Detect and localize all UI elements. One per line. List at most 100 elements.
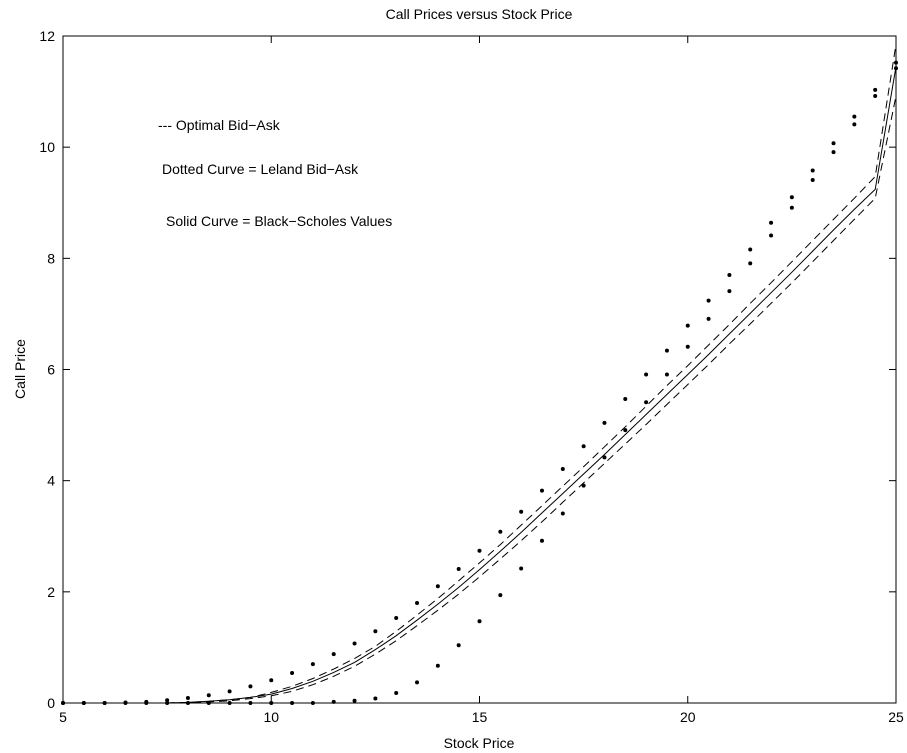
dot-point [873, 87, 878, 92]
dot-point [873, 94, 878, 99]
y-axis-label: Call Price [12, 339, 28, 399]
y-tick-label: 0 [47, 695, 55, 711]
dot-point [269, 701, 274, 705]
dot-point [415, 600, 420, 605]
dot-point [602, 420, 607, 425]
dot-point [227, 689, 232, 694]
series-dotted-4 [61, 66, 898, 705]
dot-point [623, 396, 628, 401]
dot-point [477, 619, 482, 624]
dot-point [435, 663, 440, 668]
annotations: --- Optimal Bid−Ask Dotted Curve = Lelan… [158, 117, 392, 229]
dot-point [852, 114, 857, 119]
dot-point [644, 372, 649, 377]
dot-point [394, 690, 399, 695]
dot-point [560, 511, 565, 516]
x-tick-label: 25 [888, 709, 904, 725]
dot-point [498, 529, 503, 534]
dot-point [727, 273, 732, 278]
dot-point [123, 701, 128, 705]
dot-point [102, 701, 107, 705]
dot-point [456, 567, 461, 572]
dot-point [331, 652, 336, 657]
x-tick-label: 5 [59, 709, 67, 725]
dot-point [352, 698, 357, 703]
dot-point [144, 701, 149, 705]
dot-point [748, 261, 753, 266]
dot-point [685, 344, 690, 349]
annotation-black-scholes: Solid Curve = Black−Scholes Values [166, 213, 392, 229]
annotation-leland-bid-ask: Dotted Curve = Leland Bid−Ask [162, 161, 359, 177]
dot-point [165, 701, 170, 705]
dot-point [373, 629, 378, 634]
dot-point [831, 150, 836, 155]
plot-frame [62, 35, 897, 704]
y-tick-label: 12 [39, 28, 55, 44]
dot-point [852, 122, 857, 127]
dot-point [789, 205, 794, 210]
dot-point [227, 701, 232, 705]
dot-point [706, 316, 711, 321]
x-tick-label: 15 [472, 709, 488, 725]
x-tick-label: 20 [680, 709, 696, 725]
x-tick-label: 10 [263, 709, 279, 725]
dot-point [185, 695, 190, 700]
dot-point [290, 670, 295, 675]
chart-title: Call Prices versus Stock Price [386, 6, 573, 22]
dot-point [394, 615, 399, 620]
dot-point [539, 488, 544, 493]
dot-point [664, 348, 669, 353]
y-tick-label: 4 [47, 473, 55, 489]
dot-point [831, 141, 836, 146]
x-axis-label: Stock Price [444, 735, 515, 751]
dot-point [269, 678, 274, 683]
dot-point [498, 593, 503, 598]
dot-point [560, 466, 565, 471]
dot-point [664, 372, 669, 377]
series-dashed-1 [63, 44, 897, 704]
series-solid-0 [63, 66, 897, 704]
dot-point [706, 298, 711, 303]
y-tick-label: 8 [47, 250, 55, 266]
dot-point [623, 428, 628, 433]
dot-point [727, 289, 732, 294]
dot-point [310, 701, 315, 705]
dot-point [789, 195, 794, 200]
dot-point [748, 247, 753, 252]
dot-point [206, 693, 211, 698]
dot-point [769, 233, 774, 238]
dot-point [894, 66, 898, 71]
y-tick-label: 6 [47, 362, 55, 378]
y-tick-label: 10 [39, 139, 55, 155]
dot-point [290, 701, 295, 705]
dot-point [248, 684, 253, 689]
dot-point [435, 584, 440, 589]
dot-point [331, 699, 336, 704]
dot-point [415, 680, 420, 685]
dot-point [373, 696, 378, 701]
annotation-optimal-bid-ask: --- Optimal Bid−Ask [158, 117, 281, 133]
dot-point [165, 698, 170, 703]
dot-point [894, 60, 898, 65]
dot-point [581, 444, 586, 449]
dot-point [248, 701, 253, 705]
axis-ticks: 5 10 15 20 25 0 2 4 6 8 10 12 [39, 28, 904, 725]
dot-point [810, 168, 815, 173]
dot-point [769, 220, 774, 225]
dot-point [456, 643, 461, 648]
dot-point [185, 701, 190, 705]
y-tick-label: 2 [47, 584, 55, 600]
dot-point [581, 483, 586, 488]
dot-point [206, 701, 211, 705]
dot-point [477, 548, 482, 553]
series-dotted-3 [61, 60, 898, 705]
dot-point [602, 455, 607, 460]
dot-point [685, 323, 690, 328]
dot-point [519, 509, 524, 514]
dot-point [644, 400, 649, 405]
dot-point [519, 566, 524, 571]
dot-point [61, 701, 65, 705]
series-dashed-2 [63, 95, 897, 704]
dot-point [810, 177, 815, 182]
